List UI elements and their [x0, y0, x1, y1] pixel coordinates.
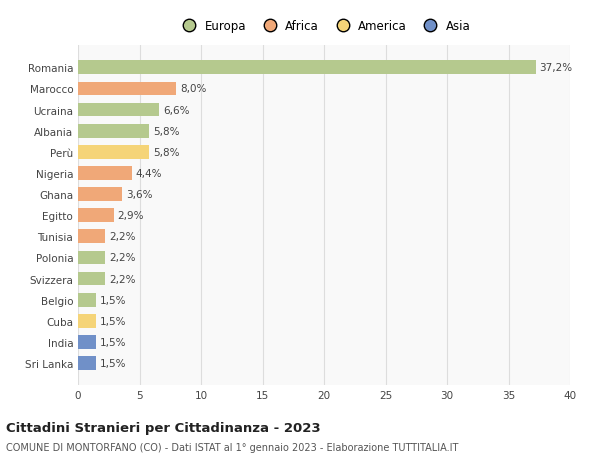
Bar [78, 167, 132, 180]
Bar [78, 314, 97, 328]
Text: 2,2%: 2,2% [109, 232, 135, 242]
Text: 1,5%: 1,5% [100, 316, 127, 326]
Bar [78, 188, 122, 202]
Text: 5,8%: 5,8% [153, 147, 179, 157]
Text: 4,4%: 4,4% [136, 168, 163, 179]
Text: 1,5%: 1,5% [100, 295, 127, 305]
Text: 1,5%: 1,5% [100, 358, 127, 368]
Bar [78, 230, 105, 244]
Bar [78, 272, 105, 286]
Text: 3,6%: 3,6% [126, 190, 152, 200]
Legend: Europa, Africa, America, Asia: Europa, Africa, America, Asia [175, 18, 473, 35]
Text: 2,9%: 2,9% [118, 211, 144, 221]
Text: Cittadini Stranieri per Cittadinanza - 2023: Cittadini Stranieri per Cittadinanza - 2… [6, 421, 320, 434]
Text: 5,8%: 5,8% [153, 126, 179, 136]
Text: 2,2%: 2,2% [109, 274, 135, 284]
Text: COMUNE DI MONTORFANO (CO) - Dati ISTAT al 1° gennaio 2023 - Elaborazione TUTTITA: COMUNE DI MONTORFANO (CO) - Dati ISTAT a… [6, 442, 458, 452]
Bar [78, 103, 159, 117]
Bar [78, 336, 97, 349]
Text: 37,2%: 37,2% [539, 63, 572, 73]
Bar [78, 83, 176, 96]
Text: 6,6%: 6,6% [163, 106, 190, 115]
Bar [78, 251, 105, 265]
Bar [78, 62, 536, 75]
Bar [78, 293, 97, 307]
Text: 2,2%: 2,2% [109, 253, 135, 263]
Text: 1,5%: 1,5% [100, 337, 127, 347]
Bar [78, 146, 149, 159]
Bar [78, 357, 97, 370]
Bar [78, 124, 149, 138]
Text: 8,0%: 8,0% [180, 84, 206, 94]
Bar [78, 209, 113, 223]
